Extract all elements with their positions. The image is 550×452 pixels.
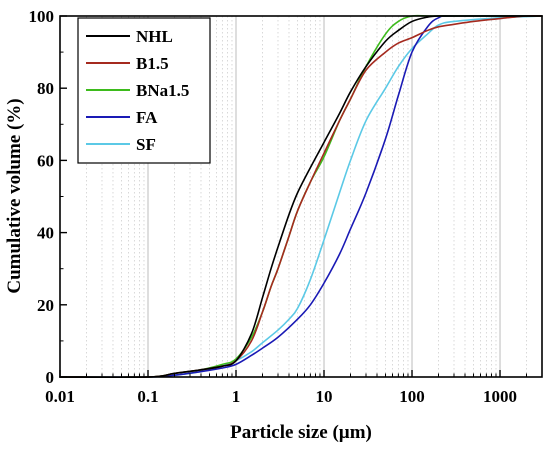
x-tick-label: 1 xyxy=(232,387,241,406)
x-tick-label: 0.01 xyxy=(45,387,75,406)
series-line-nhl xyxy=(59,15,543,379)
x-tick-label: 1000 xyxy=(483,387,517,406)
y-tick-label: 100 xyxy=(29,7,55,26)
y-tick-label: 60 xyxy=(37,151,54,170)
x-axis-title: Particle size (µm) xyxy=(230,422,372,443)
x-tick-label: 10 xyxy=(316,387,333,406)
legend-label: FA xyxy=(136,108,158,127)
legend-label: NHL xyxy=(136,27,173,46)
y-tick-label: 80 xyxy=(37,79,54,98)
x-tick-label: 100 xyxy=(399,387,425,406)
legend-label: BNa1.5 xyxy=(136,81,189,100)
legend: NHL B1.5 BNa1.5 FA SF xyxy=(77,17,211,164)
series-layer xyxy=(59,14,543,379)
y-tick-label: 20 xyxy=(37,296,54,315)
y-tick-label: 40 xyxy=(37,224,54,243)
tick-layer: 0.01 0.1 1 10 100 1000 0 20 40 60 80 100 xyxy=(29,7,543,406)
legend-label: SF xyxy=(136,135,156,154)
y-tick-label: 0 xyxy=(46,368,55,387)
x-tick-label: 0.1 xyxy=(137,387,158,406)
legend-label: B1.5 xyxy=(136,54,169,73)
y-axis-title: Cumulative volume (%) xyxy=(4,98,25,293)
